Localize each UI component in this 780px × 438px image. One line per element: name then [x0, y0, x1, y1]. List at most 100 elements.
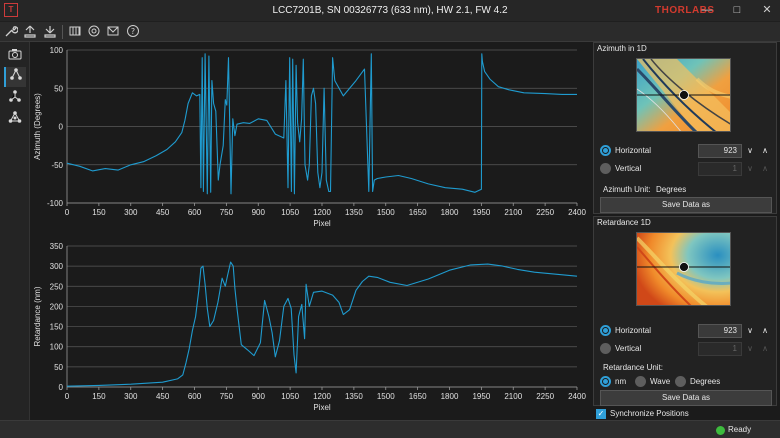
x-tick-label: 1200 — [313, 208, 331, 217]
series-line — [66, 53, 577, 195]
x-axis-label: Pixel — [313, 219, 331, 228]
wrench-icon[interactable] — [3, 24, 19, 40]
status-text: Ready — [728, 425, 752, 434]
series-line — [66, 261, 578, 387]
unit-wave-radio[interactable] — [635, 376, 646, 387]
x-tick-label: 150 — [92, 208, 106, 217]
y-tick-label: 0 — [59, 123, 64, 132]
x-tick-label: 1950 — [472, 208, 490, 217]
unit-wave-label: Wave — [650, 377, 671, 386]
chevron-down-icon[interactable]: ∨ — [747, 326, 753, 335]
y-tick-label: 50 — [54, 363, 63, 372]
x-tick-label: 1050 — [281, 392, 299, 401]
x-tick-label: 600 — [188, 392, 202, 401]
y-tick-label: 50 — [54, 84, 63, 93]
chevron-down-icon[interactable]: ∨ — [747, 164, 753, 173]
unit-degrees-radio[interactable] — [675, 376, 686, 387]
x-tick-label: 1200 — [313, 392, 331, 401]
synchronize-row: ✓ Synchronize Positions — [593, 408, 777, 420]
retardance-unit-label: Retardance Unit: — [603, 363, 664, 372]
y-axis-label: Retardance (nm) — [33, 286, 42, 346]
retardance-save-button[interactable]: Save Data as — [600, 390, 772, 406]
retardance-vertical-input[interactable]: 1 — [698, 342, 742, 356]
retardance-panel: Retardance 1D Horizontal 923 ∨ ∧ Vertic — [593, 216, 777, 406]
help-icon[interactable]: ? — [125, 24, 141, 40]
azimuth-vertical-input[interactable]: 1 — [698, 162, 742, 176]
azimuth-unit-label: Azimuth Unit: — [603, 185, 651, 194]
x-tick-label: 2250 — [536, 208, 554, 217]
x-tick-label: 600 — [188, 208, 202, 217]
x-tick-label: 1800 — [441, 208, 459, 217]
x-tick-label: 300 — [124, 392, 138, 401]
retardance-map-image[interactable] — [636, 232, 731, 306]
x-tick-label: 750 — [220, 208, 234, 217]
azimuth-unit-value: Degrees — [656, 185, 687, 194]
retardance-vertical-label: Vertical — [615, 344, 642, 353]
azimuth-panel-title: Azimuth in 1D — [597, 44, 647, 53]
chevron-up-icon[interactable]: ∧ — [762, 146, 768, 155]
window-title: LCC7201B, SN 00326773 (633 nm), HW 2.1, … — [272, 5, 508, 16]
y-tick-label: 300 — [50, 262, 64, 271]
chevron-up-icon[interactable]: ∧ — [762, 164, 768, 173]
camera-icon[interactable] — [4, 46, 26, 66]
power-icon[interactable] — [86, 24, 102, 40]
azimuth-map-image[interactable] — [636, 58, 731, 132]
grid-icon[interactable] — [67, 24, 83, 40]
download-icon[interactable] — [42, 24, 58, 40]
x-tick-label: 450 — [156, 208, 170, 217]
title-bar: T LCC7201B, SN 00326773 (633 nm), HW 2.1… — [0, 0, 780, 22]
retardance-view-icon[interactable] — [4, 89, 26, 109]
azimuth-save-button[interactable]: Save Data as — [600, 197, 772, 213]
x-tick-label: 2400 — [568, 208, 586, 217]
chevron-up-icon[interactable]: ∧ — [762, 326, 768, 335]
mail-icon[interactable] — [105, 24, 121, 40]
x-tick-label: 1350 — [345, 208, 363, 217]
svg-text:?: ? — [131, 27, 135, 36]
chevron-down-icon[interactable]: ∨ — [747, 146, 753, 155]
retardance-horizontal-radio[interactable] — [600, 325, 611, 336]
retardance-panel-title: Retardance 1D — [597, 218, 651, 227]
x-tick-label: 900 — [252, 208, 266, 217]
brand-logo: THORLABS — [655, 5, 715, 16]
x-tick-label: 2400 — [568, 392, 586, 401]
close-button[interactable]: ✕ — [762, 4, 772, 16]
x-tick-label: 1950 — [472, 392, 490, 401]
azimuth-horizontal-radio[interactable] — [600, 145, 611, 156]
plot-area: 100 50 0 -50 -100 0 150 300 450 600 750 900 1050 1200… — [31, 42, 590, 420]
retardance-vertical-radio[interactable] — [600, 343, 611, 354]
chevron-down-icon[interactable]: ∨ — [747, 344, 753, 353]
synchronize-label: Synchronize Positions — [610, 409, 689, 418]
x-tick-label: 0 — [65, 392, 70, 401]
x-tick-label: 1500 — [377, 392, 395, 401]
x-tick-label: 1650 — [409, 392, 427, 401]
left-sidebar — [0, 42, 30, 420]
combined-view-icon[interactable] — [4, 110, 26, 130]
x-tick-label: 2100 — [504, 392, 522, 401]
x-tick-label: 900 — [252, 392, 266, 401]
chevron-up-icon[interactable]: ∧ — [762, 344, 768, 353]
y-tick-label: 0 — [59, 383, 64, 392]
minimize-button[interactable]: — — [701, 4, 713, 16]
unit-nm-radio[interactable] — [600, 376, 611, 387]
synchronize-checkbox[interactable]: ✓ — [596, 409, 606, 419]
y-tick-label: 350 — [50, 242, 64, 251]
x-tick-label: 1800 — [441, 392, 459, 401]
retardance-horizontal-label: Horizontal — [615, 326, 652, 335]
azimuth-vertical-radio[interactable] — [600, 163, 611, 174]
azimuth-view-icon[interactable] — [4, 67, 26, 87]
toolbar-divider — [62, 25, 63, 39]
chart-2: 350 300 250 200 150 100 50 00 150 300 450 600 750 900… — [33, 242, 586, 412]
x-tick-label: 1500 — [377, 208, 395, 217]
retardance-horizontal-input[interactable]: 923 — [698, 324, 742, 338]
x-tick-label: 2250 — [536, 392, 554, 401]
x-tick-label: 1350 — [345, 392, 363, 401]
y-tick-label: 250 — [50, 282, 64, 291]
x-axis-label: Pixel — [313, 403, 331, 412]
app-logo-icon: T — [4, 3, 18, 17]
x-tick-label: 150 — [92, 392, 106, 401]
azimuth-horizontal-label: Horizontal — [615, 146, 652, 155]
azimuth-horizontal-input[interactable]: 923 — [698, 144, 742, 158]
maximize-button[interactable]: □ — [733, 4, 741, 16]
upload-icon[interactable] — [22, 24, 38, 40]
